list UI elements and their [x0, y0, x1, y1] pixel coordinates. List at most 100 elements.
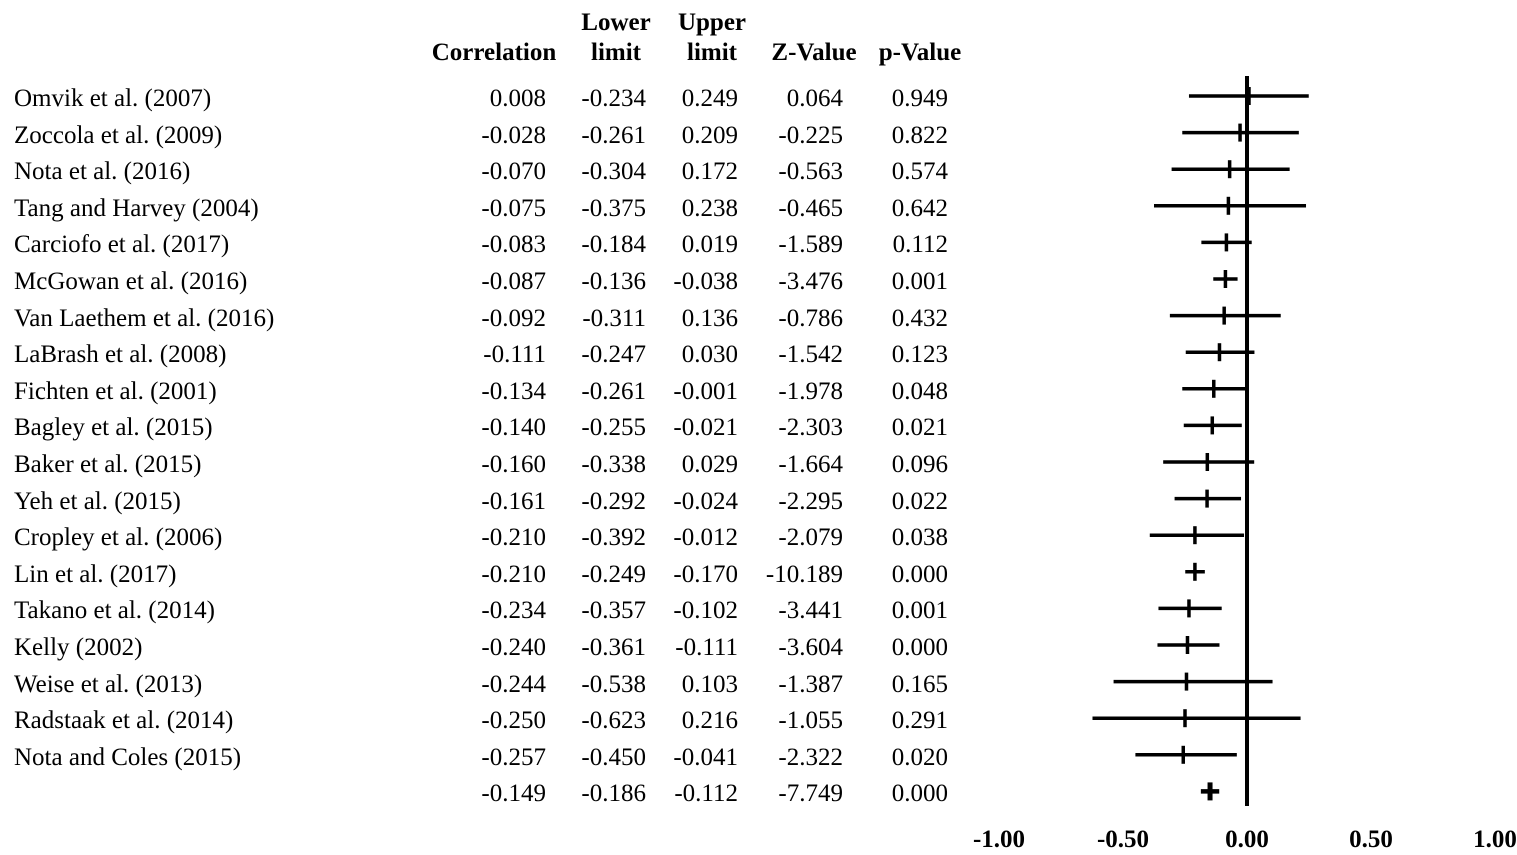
value-upper: 0.136 — [681, 304, 738, 332]
value-lower: -0.292 — [581, 487, 646, 515]
study-label: Bagley et al. (2015) — [14, 414, 213, 442]
x-tick-label: -1.00 — [972, 826, 1026, 853]
study-label: Yeh et al. (2015) — [14, 487, 181, 515]
value-upper: 0.238 — [681, 194, 738, 222]
value-lower: -0.338 — [581, 451, 646, 478]
value-lower: -0.450 — [581, 743, 646, 771]
value-lower: -0.311 — [582, 304, 646, 332]
value-upper: -0.021 — [673, 414, 738, 442]
value-upper: -0.012 — [673, 524, 738, 552]
value-correlation: -0.140 — [481, 414, 546, 442]
value-correlation: 0.008 — [489, 85, 546, 112]
value-p: 0.822 — [891, 121, 948, 149]
value-upper: 0.216 — [681, 707, 738, 735]
value-p: 0.022 — [891, 487, 948, 515]
value-lower: -0.261 — [581, 121, 646, 149]
value-correlation: -0.210 — [481, 560, 546, 588]
value-p: 0.165 — [891, 670, 948, 698]
value-p: 0.574 — [891, 158, 948, 186]
value-p: 0.021 — [891, 414, 948, 442]
study-label: LaBrash et al. (2008) — [14, 341, 227, 369]
value-z: -1.055 — [778, 707, 843, 735]
study-label: Lin et al. (2017) — [14, 560, 177, 588]
value-lower: -0.255 — [581, 414, 646, 442]
value-p: 0.001 — [891, 597, 948, 625]
value-upper: 0.172 — [681, 158, 738, 186]
value-z: -1.387 — [778, 670, 843, 698]
value-correlation: -0.244 — [481, 670, 546, 698]
header-correlation: Correlation — [431, 39, 557, 66]
study-label: McGowan et al. (2016) — [14, 268, 248, 295]
value-lower: -0.357 — [581, 597, 646, 625]
header-upper-line2: limit — [687, 39, 737, 66]
value-p: 0.096 — [891, 451, 948, 478]
value-upper: 0.249 — [681, 85, 738, 112]
value-z: -0.225 — [778, 121, 843, 149]
value-p: 0.038 — [891, 524, 948, 552]
value-z: 0.064 — [786, 85, 843, 112]
value-p: 0.432 — [891, 304, 948, 332]
header-lower-limit: Lower limit — [570, 8, 662, 68]
value-p: 0.291 — [891, 707, 948, 735]
value-correlation: -0.075 — [481, 194, 546, 222]
value-lower: -0.261 — [581, 377, 646, 405]
value-correlation: -0.028 — [481, 121, 546, 149]
value-lower: -0.392 — [581, 524, 646, 552]
study-label: Van Laethem et al. (2016) — [14, 304, 275, 332]
summary-value-z: -7.749 — [778, 780, 843, 808]
value-z: -0.465 — [778, 194, 843, 222]
header-p-value: p-Value — [878, 39, 962, 66]
value-p: 0.642 — [891, 194, 948, 222]
study-label: Fichten et al. (2001) — [14, 377, 217, 405]
value-z: -2.295 — [778, 487, 843, 515]
value-correlation: -0.210 — [481, 524, 546, 552]
study-label: Carciofo et al. (2017) — [14, 231, 230, 259]
value-upper: 0.029 — [681, 451, 738, 478]
value-p: 0.000 — [891, 634, 948, 661]
value-lower: -0.249 — [581, 560, 646, 588]
value-z: -3.441 — [778, 597, 843, 625]
value-z: -3.476 — [778, 268, 843, 295]
x-tick-label: 0.00 — [1225, 826, 1269, 853]
study-label: Cropley et al. (2006) — [14, 524, 223, 552]
value-lower: -0.247 — [581, 341, 646, 369]
value-upper: -0.170 — [673, 560, 738, 588]
value-correlation: -0.092 — [481, 304, 546, 332]
study-label: Radstaak et al. (2014) — [14, 707, 234, 735]
x-tick-label: -0.50 — [1096, 826, 1150, 853]
value-lower: -0.623 — [581, 707, 646, 735]
study-label: Omvik et al. (2007) — [14, 85, 212, 112]
value-upper: -0.102 — [673, 597, 738, 625]
value-correlation: -0.160 — [481, 451, 546, 478]
value-z: -0.786 — [778, 304, 843, 332]
study-label: Zoccola et al. (2009) — [14, 121, 223, 149]
value-correlation: -0.161 — [481, 487, 546, 515]
value-z: -0.563 — [778, 158, 843, 186]
value-z: -10.189 — [765, 560, 843, 588]
value-upper: 0.209 — [681, 121, 738, 149]
value-correlation: -0.134 — [481, 377, 546, 405]
value-p: 0.048 — [891, 377, 948, 405]
x-tick-label: 1.00 — [1473, 826, 1517, 853]
value-z: -1.589 — [778, 231, 843, 259]
value-p: 0.112 — [892, 231, 948, 259]
x-tick-label: 0.50 — [1349, 826, 1393, 853]
value-upper: -0.024 — [673, 487, 738, 515]
value-z: -1.978 — [778, 377, 843, 405]
value-z: -2.079 — [778, 524, 843, 552]
value-lower: -0.234 — [581, 85, 646, 112]
value-correlation: -0.070 — [481, 158, 546, 186]
value-upper: -0.038 — [673, 268, 738, 295]
summary-value-upper: -0.112 — [674, 780, 738, 808]
value-z: -3.604 — [778, 634, 843, 661]
value-upper: 0.103 — [681, 670, 738, 698]
value-correlation: -0.240 — [481, 634, 546, 661]
study-label: Takano et al. (2014) — [14, 597, 215, 625]
header-lower-line1: Lower — [581, 9, 651, 36]
value-p: 0.001 — [891, 268, 948, 295]
header-z-value: Z-Value — [771, 39, 857, 66]
value-z: -2.322 — [778, 743, 843, 771]
value-upper: 0.019 — [681, 231, 738, 259]
study-label: Nota et al. (2016) — [14, 158, 191, 186]
